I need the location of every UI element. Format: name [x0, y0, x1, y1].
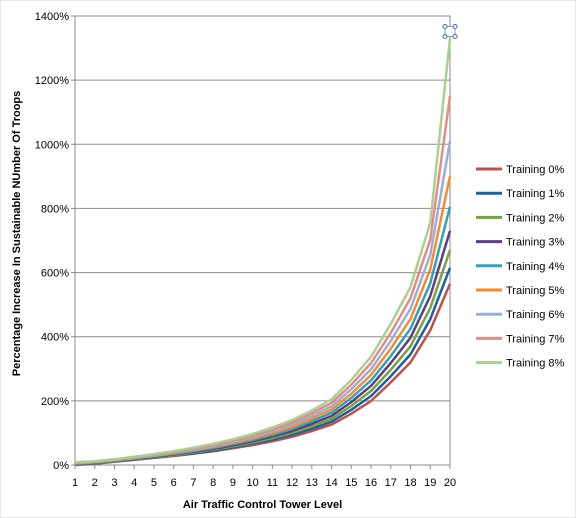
handle-box [444, 25, 456, 37]
y-tick-label: 400% [41, 332, 69, 344]
legend-label: Training 4% [506, 261, 565, 273]
grid-lines [75, 15, 450, 466]
x-tick-label: 18 [404, 477, 416, 489]
legend-item: Training 4% [476, 261, 565, 273]
legend-item: Training 5% [476, 285, 565, 297]
x-tick-label: 20 [444, 477, 456, 489]
y-tick-label: 1000% [35, 139, 69, 151]
x-tick-label: 15 [345, 477, 357, 489]
y-tick-label: 1200% [35, 75, 69, 87]
x-tick-label: 6 [171, 477, 177, 489]
x-axis-title: Air Traffic Control Tower Level [183, 499, 342, 511]
legend-item: Training 7% [476, 333, 565, 345]
legend-label: Training 0% [506, 164, 565, 176]
x-tick-label: 9 [230, 477, 236, 489]
handle-dot [452, 33, 458, 39]
legend-item: Training 1% [476, 188, 565, 200]
legend-label: Training 6% [506, 309, 565, 321]
plot-area-border [74, 15, 451, 466]
legend-item: Training 0% [476, 164, 565, 176]
series-line-8 [74, 38, 452, 464]
x-tick-label: 2 [92, 477, 98, 489]
legend-label: Training 5% [506, 285, 565, 297]
y-tick-label: 0% [53, 460, 69, 472]
legend-label: Training 1% [506, 188, 565, 200]
legend-label: Training 2% [506, 212, 565, 224]
handle-dot [452, 23, 458, 29]
legend-item: Training 2% [476, 212, 565, 224]
x-tick-label: 16 [365, 477, 377, 489]
x-tick-label: 4 [131, 477, 137, 489]
legend-item: Training 6% [476, 309, 565, 321]
x-tick-label: 13 [306, 477, 318, 489]
x-tick-label: 3 [111, 477, 117, 489]
x-tick-label: 17 [385, 477, 397, 489]
x-tick-label: 7 [190, 477, 196, 489]
legend-label: Training 3% [506, 237, 565, 249]
series-lines [74, 38, 452, 467]
x-tick-label: 8 [210, 477, 216, 489]
y-axis-ticks: 0% 200% 400% 600% 800% 1000% 1200% 1400% [35, 11, 75, 472]
legend-label: Training 7% [506, 333, 565, 345]
legend-label: Training 8% [506, 358, 565, 370]
legend-item: Training 8% [476, 358, 565, 370]
legend: Training 0% Training 1% Training 2% Trainin… [476, 164, 565, 370]
x-tick-label: 11 [267, 477, 278, 489]
y-axis-title: Percentage Increase In Sustainable NUmbe… [11, 91, 23, 376]
plot-area-resize-handle-icon[interactable] [442, 23, 458, 39]
y-tick-label: 800% [41, 203, 69, 215]
y-tick-label: 600% [41, 268, 69, 280]
handle-dot [442, 33, 448, 39]
x-tick-label: 5 [151, 477, 157, 489]
x-axis-ticks: 1 2 3 4 5 6 7 8 9 10 11 12 13 14 15 16 17 18 19 20 [72, 465, 456, 489]
x-tick-label: 10 [247, 477, 259, 489]
y-tick-label: 1400% [35, 11, 69, 23]
y-tick-label: 200% [41, 396, 69, 408]
x-tick-label: 12 [286, 477, 298, 489]
x-tick-label: 1 [72, 477, 78, 489]
x-tick-label: 14 [325, 477, 337, 489]
legend-item: Training 3% [476, 237, 565, 249]
x-tick-label: 19 [424, 477, 436, 489]
handle-dot [442, 23, 448, 29]
